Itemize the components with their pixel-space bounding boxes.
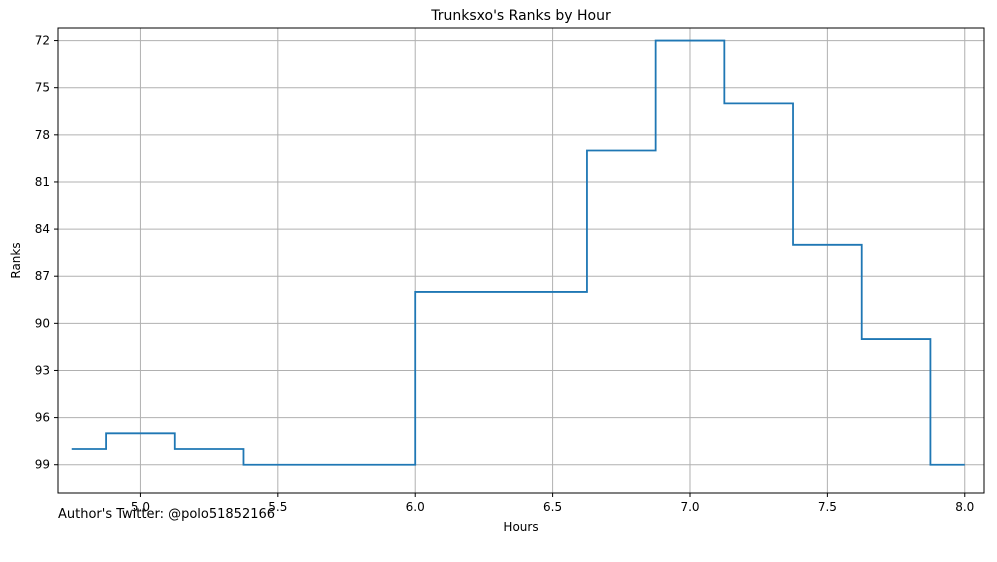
x-axis-ticks: 5.0 5.5 6.0 6.5 7.0 7.5 8.0 [131, 493, 974, 514]
x-tick-label: 8.0 [955, 500, 974, 514]
x-tick-label: 7.0 [680, 500, 699, 514]
chart-title: Trunksxo's Ranks by Hour [430, 8, 611, 24]
x-tick-label: 6.0 [406, 500, 425, 514]
y-tick-label: 75 [35, 81, 50, 95]
y-tick-label: 72 [35, 34, 50, 48]
x-tick-label: 6.5 [543, 500, 562, 514]
y-tick-label: 87 [35, 269, 50, 283]
x-tick-label: 5.0 [131, 500, 150, 514]
y-tick-label: 90 [35, 316, 50, 330]
grid-lines [58, 28, 984, 493]
y-tick-label: 99 [35, 458, 50, 472]
y-tick-label: 96 [35, 411, 50, 425]
series-layer [71, 39, 965, 466]
x-tick-label: 5.5 [268, 500, 287, 514]
rank-step-line [71, 39, 965, 466]
x-axis-label: Hours [503, 520, 538, 534]
y-tick-label: 84 [35, 222, 50, 236]
y-axis-label: Ranks [9, 242, 23, 278]
x-tick-label: 7.5 [818, 500, 837, 514]
y-tick-label: 81 [35, 175, 50, 189]
plot-frame [57, 27, 985, 494]
y-axis-ticks: 72 75 78 81 84 87 90 93 96 99 [35, 34, 58, 472]
y-tick-label: 78 [35, 128, 50, 142]
y-tick-label: 93 [35, 363, 50, 377]
author-footnote: Author's Twitter: @polo51852166 [58, 507, 276, 522]
